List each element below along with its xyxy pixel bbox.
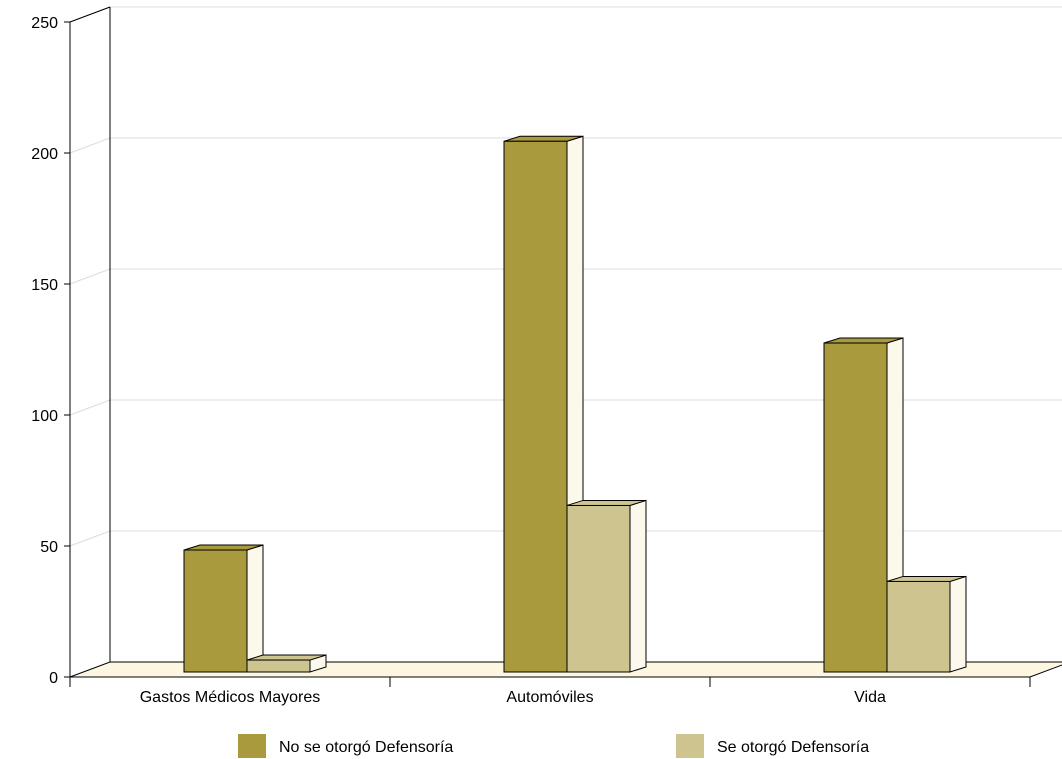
bar-side	[629, 499, 647, 673]
category-label: Vida	[854, 689, 886, 706]
bar	[886, 575, 967, 673]
bar-front	[503, 140, 568, 673]
bar	[503, 135, 584, 673]
bar-side	[949, 575, 967, 673]
category-label: Automóviles	[506, 689, 593, 706]
grid-lines	[69, 6, 1062, 547]
bar-front	[886, 580, 951, 673]
grid-line-side	[69, 399, 111, 416]
bar	[246, 654, 327, 673]
y-tick-label: 50	[40, 539, 58, 556]
category-labels: Gastos Médicos Mayores Automóviles Vida	[69, 677, 1031, 706]
grid-line-side	[69, 137, 111, 154]
y-tick-label: 0	[49, 670, 58, 687]
legend-label: No se otorgó Defensoría	[279, 739, 453, 756]
bar	[566, 499, 647, 673]
legend: No se otorgó Defensoría Se otorgó Defenso…	[238, 734, 869, 758]
grid-line-side	[69, 530, 111, 547]
legend-swatch	[238, 734, 266, 758]
legend-swatch	[676, 734, 704, 758]
y-axis-top	[69, 6, 111, 23]
bar-side	[246, 544, 264, 673]
bar-front	[823, 342, 888, 673]
y-tick-label: 100	[31, 408, 58, 425]
legend-label: Se otorgó Defensoría	[717, 739, 869, 756]
bar	[183, 544, 264, 673]
y-tick-label: 250	[31, 15, 58, 32]
category-label: Gastos Médicos Mayores	[140, 689, 321, 706]
bar-front	[566, 504, 631, 673]
bar-front	[246, 659, 311, 673]
y-tick-labels: 0 50 100 150 200 250	[31, 15, 70, 687]
grid-line-side	[69, 268, 111, 285]
legend-item: Se otorgó Defensoría	[676, 734, 869, 758]
y-tick-label: 200	[31, 146, 58, 163]
axes	[69, 6, 1030, 678]
legend-item: No se otorgó Defensoría	[238, 734, 453, 758]
y-tick-label: 150	[31, 277, 58, 294]
bar-front	[183, 549, 248, 673]
bars	[183, 135, 967, 673]
